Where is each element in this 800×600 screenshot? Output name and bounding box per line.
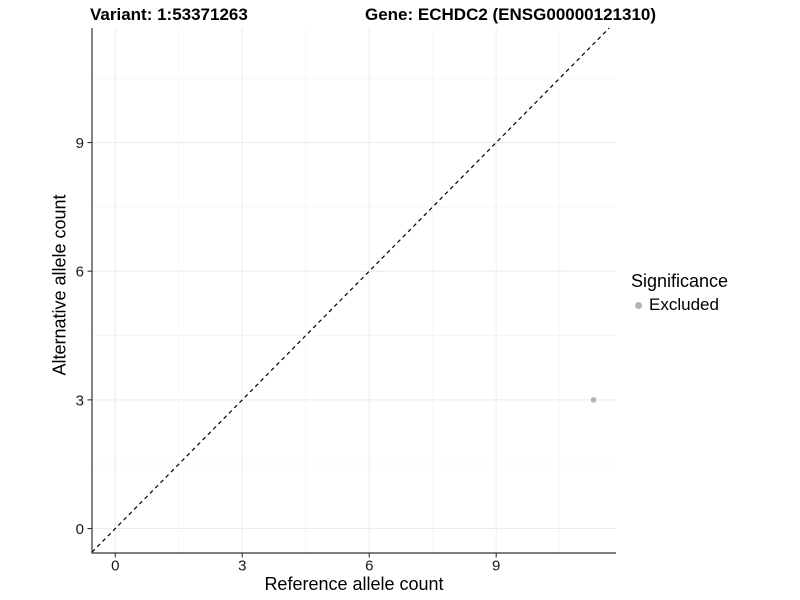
- gene-title: Gene: ECHDC2 (ENSG00000121310): [365, 5, 657, 24]
- x-tick-label: 9: [492, 558, 500, 575]
- x-tick-label: 0: [111, 558, 119, 575]
- y-axis-title: Alternative allele count: [49, 194, 70, 376]
- x-tick-label: 6: [365, 558, 373, 575]
- data-point: [590, 397, 597, 403]
- x-tick-label: 3: [238, 558, 246, 575]
- excluded-point-icon: [635, 301, 642, 309]
- variant-title: Variant: 1:53371263: [90, 5, 248, 24]
- x-axis-title: Reference allele count: [264, 574, 444, 594]
- y-tick-label: 9: [76, 135, 84, 152]
- legend-entry-excluded: Excluded: [631, 295, 728, 315]
- y-tick-label: 0: [76, 521, 84, 538]
- legend-entry-label: Excluded: [649, 295, 719, 314]
- legend: Significance Excluded: [631, 271, 728, 315]
- identity-dashed-line: [91, 27, 610, 553]
- y-tick-label: 6: [76, 264, 84, 281]
- legend-title: Significance: [631, 271, 729, 291]
- y-tick-label: 3: [76, 392, 84, 409]
